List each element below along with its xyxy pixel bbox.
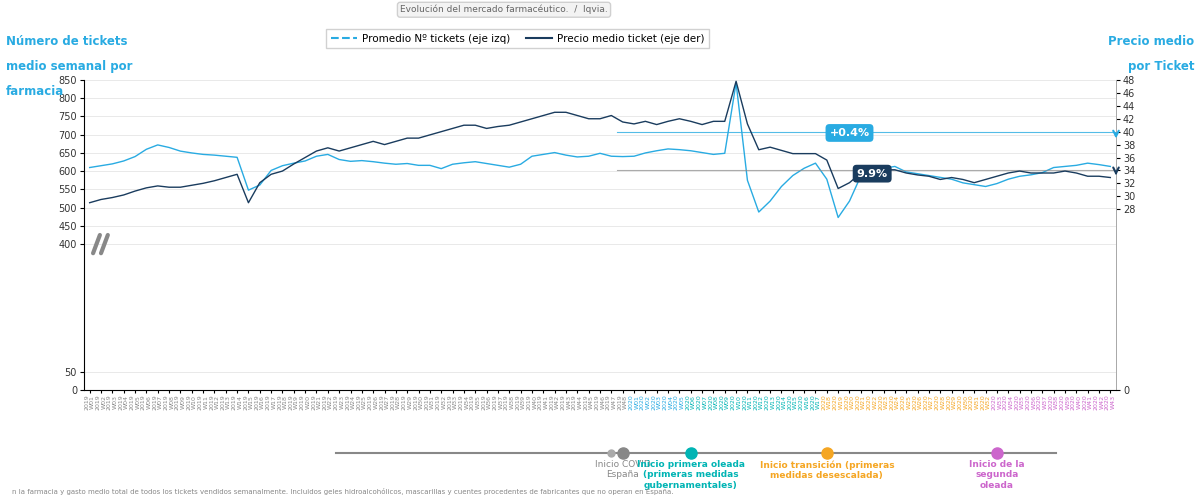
- Text: Evolución del mercado farmacéutico.  /  Iqvia.: Evolución del mercado farmacéutico. / Iq…: [400, 5, 608, 15]
- Text: Inicio COVID
España: Inicio COVID España: [595, 460, 650, 479]
- Text: Número de tickets: Número de tickets: [6, 35, 127, 48]
- Text: Inicio de la
segunda
oleada: Inicio de la segunda oleada: [970, 460, 1025, 490]
- Legend: Promedio Nº tickets (eje izq), Precio medio ticket (eje der): Promedio Nº tickets (eje izq), Precio me…: [326, 30, 708, 48]
- Text: farmacia: farmacia: [6, 85, 65, 98]
- Text: +0.4%: +0.4%: [829, 128, 870, 138]
- Text: 9.9%: 9.9%: [857, 168, 888, 178]
- Text: Inicio transición (primeras
medidas desescalada): Inicio transición (primeras medidas dese…: [760, 460, 894, 480]
- Text: Precio medio: Precio medio: [1108, 35, 1194, 48]
- Text: n la farmacia y gasto medio total de todos los tickets vendidos semanalmente. In: n la farmacia y gasto medio total de tod…: [12, 488, 673, 495]
- Text: medio semanal por: medio semanal por: [6, 60, 132, 73]
- Text: Inicio primera oleada
(primeras medidas
gubernamentales): Inicio primera oleada (primeras medidas …: [637, 460, 745, 490]
- Text: por Ticket: por Ticket: [1128, 60, 1194, 73]
